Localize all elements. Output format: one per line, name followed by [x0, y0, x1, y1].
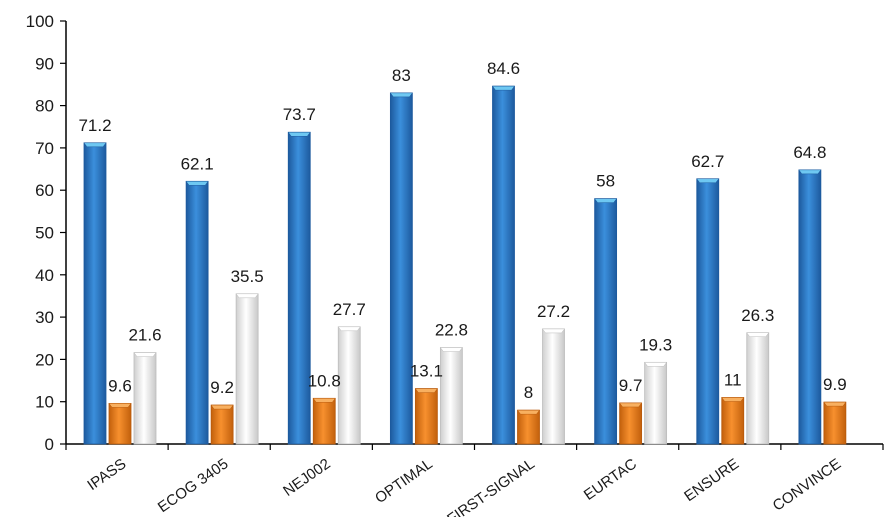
bar-series1-first-signal [493, 86, 515, 444]
bar-series1-nej002 [288, 132, 310, 444]
bar-series1-ensure [697, 179, 719, 444]
x-category-label: ENSURE [681, 455, 742, 505]
data-label: 62.7 [691, 152, 724, 171]
bar-top-cap [338, 327, 360, 331]
bar-top-cap [543, 329, 565, 333]
bar-top-cap [236, 294, 258, 298]
x-category-label: CONVINCE [770, 455, 845, 514]
data-label: 13.1 [410, 362, 443, 381]
y-tick-label: 0 [45, 435, 54, 454]
bar-series1-convince [799, 170, 821, 444]
x-category-label: FIRST-SIGNAL [444, 455, 538, 517]
bar-series1-eurtac [595, 199, 617, 444]
bar-top-cap [390, 93, 412, 97]
bar-top-cap [824, 402, 846, 406]
data-label: 9.9 [823, 375, 847, 394]
bar-series1-optimal [390, 93, 412, 444]
bar-top-cap [186, 181, 208, 185]
data-label: 8 [524, 383, 533, 402]
bar-series2-convince [824, 402, 846, 444]
bar-top-cap [620, 403, 642, 407]
x-category-label: EURTAC [581, 455, 640, 504]
bar-series2-eurtac [620, 403, 642, 444]
data-label: 73.7 [283, 105, 316, 124]
bar-series3-ensure [747, 333, 769, 444]
data-label: 62.1 [181, 154, 214, 173]
bar-top-cap [313, 398, 335, 402]
bar-top-cap [415, 389, 437, 393]
x-category-label: OPTIMAL [372, 455, 436, 507]
bar-series2-nej002 [313, 398, 335, 444]
data-label: 27.2 [537, 302, 570, 321]
bar-top-cap [84, 143, 106, 147]
data-label: 11 [724, 370, 742, 389]
y-tick-label: 50 [35, 224, 54, 243]
data-label: 71.2 [78, 116, 111, 135]
bar-top-cap [440, 348, 462, 352]
bar-series1-ecog-3405 [186, 181, 208, 444]
bar-series1-ipass [84, 143, 106, 444]
data-label: 84.6 [487, 59, 520, 78]
data-label: 19.3 [639, 335, 672, 354]
x-category-label: IPASS [84, 455, 129, 494]
bar-series3-eurtac [645, 362, 667, 444]
y-tick-label: 90 [35, 54, 54, 73]
bar-top-cap [134, 353, 156, 357]
category-labels: IPASS ECOG 3405 NEJ002 OPTIMAL FIRST-SIGNAL E… [84, 455, 844, 517]
data-label: 83 [392, 66, 411, 85]
bar-top-cap [799, 170, 821, 174]
bar-top-cap [493, 86, 515, 90]
x-category-label: ECOG 3405 [155, 455, 232, 516]
y-tick-label: 70 [35, 139, 54, 158]
bar-series2-first-signal [518, 410, 540, 444]
y-tick-label: 100 [26, 12, 54, 31]
data-label: 9.2 [210, 378, 234, 397]
bar-top-cap [697, 179, 719, 183]
y-tick-label: 20 [35, 350, 54, 369]
data-label: 9.7 [619, 376, 643, 395]
data-label: 21.6 [128, 326, 161, 345]
bar-series2-ipass [109, 403, 131, 444]
bar-top-cap [518, 410, 540, 414]
bar-top-cap [288, 132, 310, 136]
data-label: 64.8 [793, 143, 826, 162]
y-tick-label: 30 [35, 308, 54, 327]
data-label: 27.7 [333, 300, 366, 319]
x-category-label: NEJ002 [280, 455, 333, 500]
bar-series2-ecog-3405 [211, 405, 233, 444]
bar-top-cap [747, 333, 769, 337]
bar-series3-first-signal [543, 329, 565, 444]
bar-series3-nej002 [338, 327, 360, 444]
y-tick-label: 80 [35, 97, 54, 116]
data-label: 22.8 [435, 321, 468, 340]
data-label: 10.8 [308, 371, 341, 390]
bar-series3-ecog-3405 [236, 294, 258, 444]
bar-series3-optimal [440, 348, 462, 444]
bar-top-cap [595, 199, 617, 203]
bar-top-cap [211, 405, 233, 409]
y-tick-label: 40 [35, 266, 54, 285]
data-label: 58 [596, 172, 615, 191]
bar-series2-ensure [722, 397, 744, 444]
data-label: 26.3 [741, 306, 774, 325]
data-label: 35.5 [231, 267, 264, 286]
bar-top-cap [645, 362, 667, 366]
bar-top-cap [109, 403, 131, 407]
y-tick-label: 10 [35, 393, 54, 412]
bar-series3-ipass [134, 353, 156, 444]
y-tick-label: 60 [35, 181, 54, 200]
bars [84, 86, 846, 444]
bar-top-cap [722, 397, 744, 401]
bar-series2-optimal [415, 389, 437, 444]
data-label: 9.6 [108, 376, 132, 395]
